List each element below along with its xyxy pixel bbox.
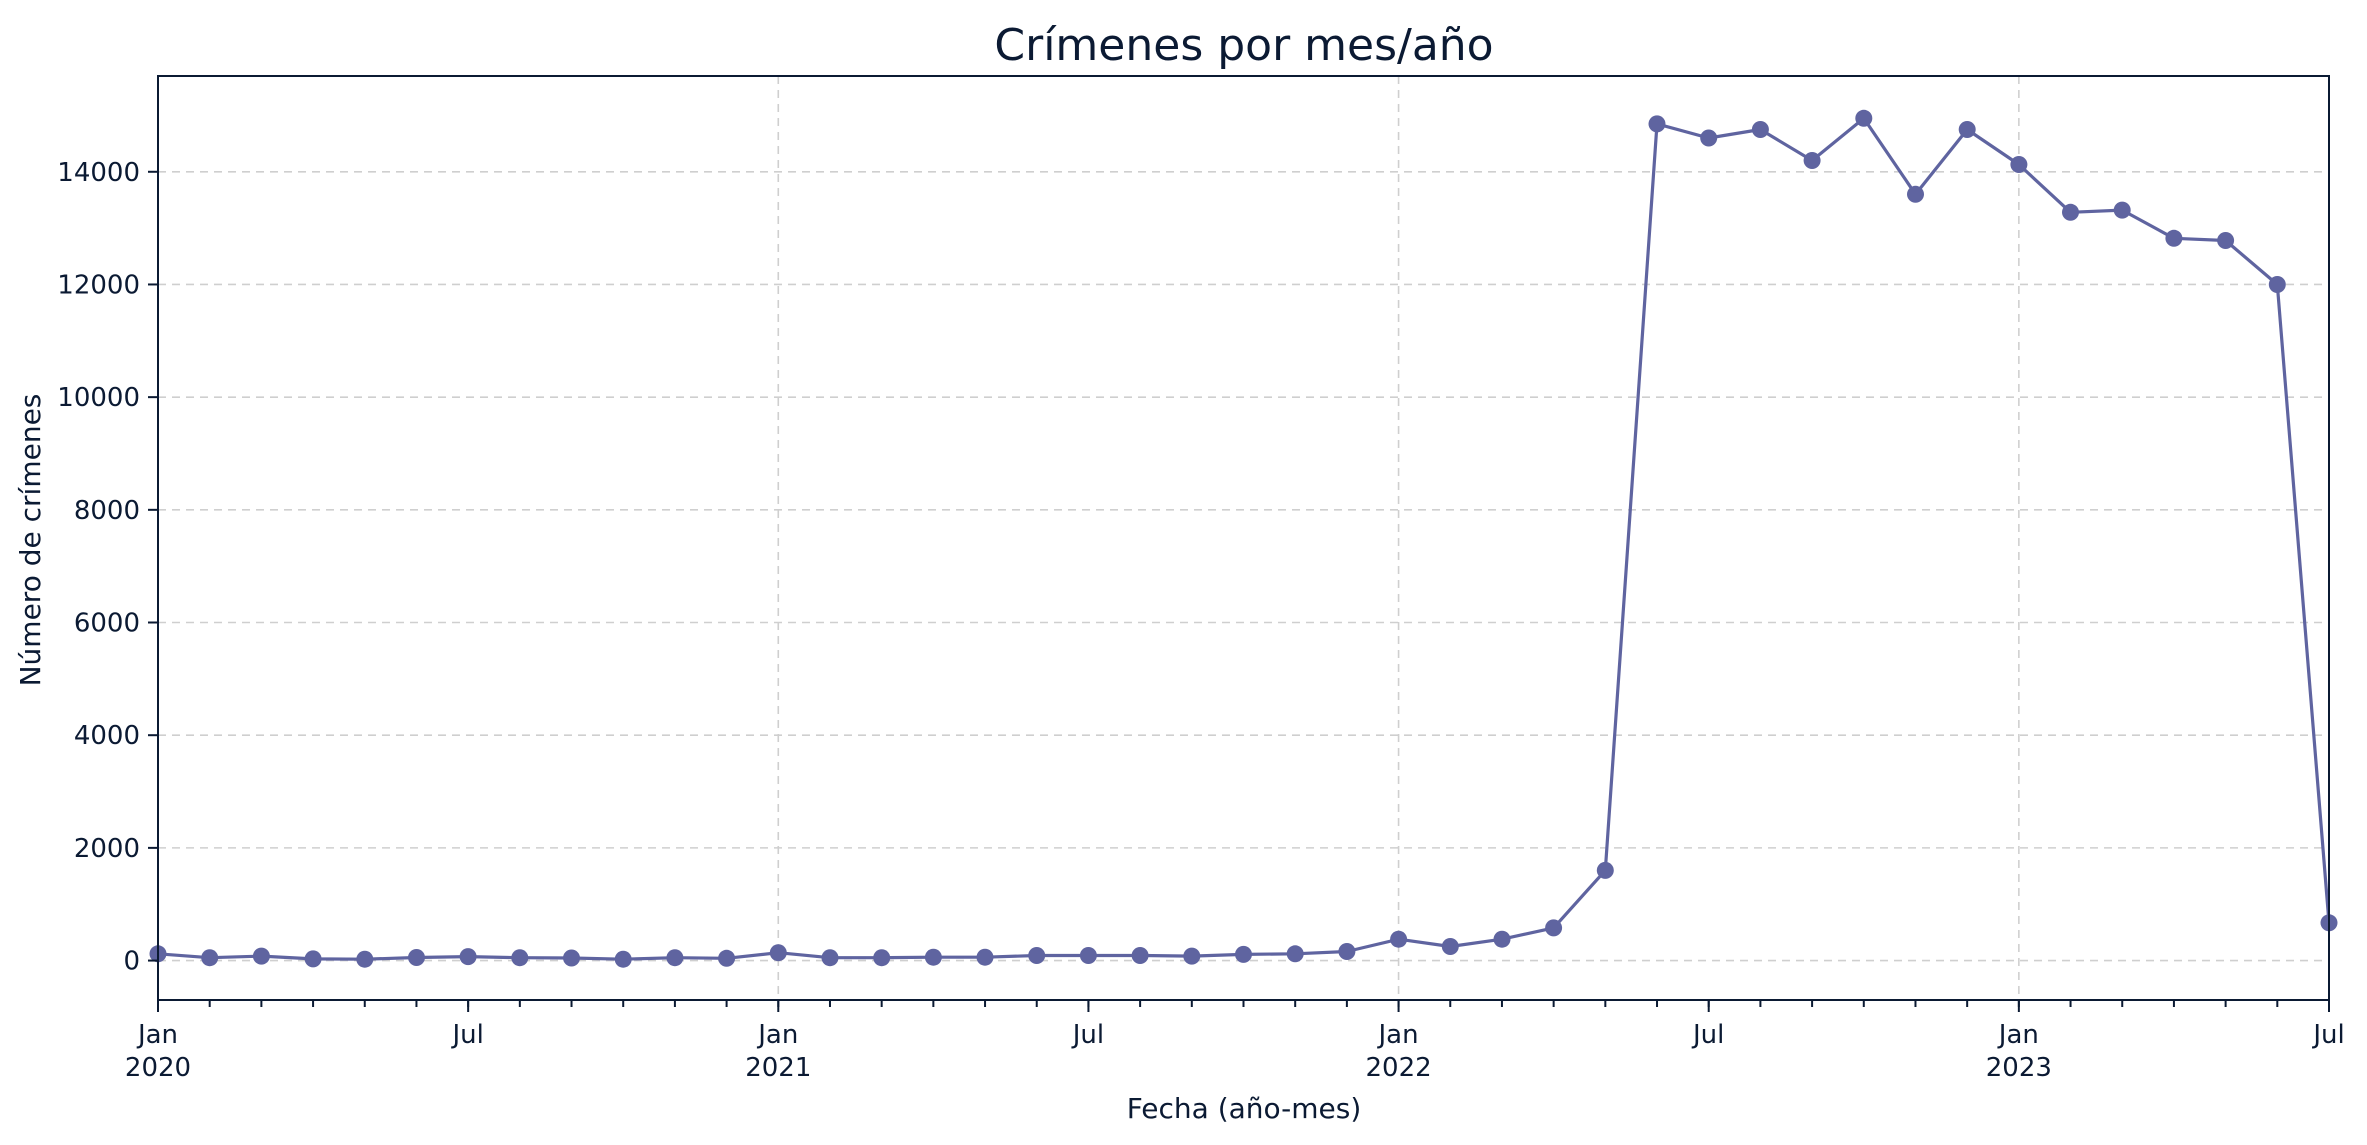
y-axis-label: Número de crímenes [14,394,47,687]
data-point [1235,945,1252,963]
y-tick-label: 4000 [74,721,140,751]
x-tick-label: Jan [136,1020,178,1050]
x-tick-year-label: 2020 [125,1053,191,1083]
data-point [511,949,529,967]
data-point [563,949,580,967]
x-tick-label: Jul [2311,1020,2344,1050]
series-line [157,116,2331,961]
data-point [2113,201,2131,219]
data-point [1079,947,1097,964]
data-point [2010,156,2028,173]
x-tick-year-label: 2022 [1365,1053,1431,1083]
series-layer [149,109,2338,968]
data-point [1493,930,1511,948]
data-point [2062,203,2079,221]
x-tick-label: Jan [1997,1020,2039,1050]
x-tick-label: Jul [1691,1020,1724,1050]
data-point [408,949,425,966]
x-tick-year-label: 2021 [745,1053,811,1083]
data-point [1545,919,1563,937]
plot-frame [157,75,2330,1001]
data-point [614,950,632,968]
chart-title: Crímenes por mes/año [994,20,1493,71]
x-tick-label: Jul [450,1020,483,1050]
data-point [873,949,891,967]
axis-ticks: 02000400060008000100001200014000Jan2020J… [57,158,2344,1083]
x-tick-label: Jan [1377,1020,1419,1050]
data-point [1028,947,1046,964]
data-point [718,949,736,967]
y-tick-label: 6000 [74,609,140,639]
data-point [1803,152,1821,169]
data-point [1958,121,1976,138]
data-point [459,948,477,966]
y-tick-label: 14000 [57,158,140,188]
y-tick-label: 10000 [57,383,140,413]
data-point [924,948,942,966]
x-tick-label: Jan [756,1020,798,1050]
data-point [821,949,839,967]
data-point [1390,930,1408,948]
data-point [1286,945,1304,963]
data-point [1596,861,1614,879]
data-point [1855,109,1873,127]
data-point [304,950,322,968]
data-point [2268,276,2286,293]
data-point [769,944,787,962]
data-point [1131,947,1149,964]
data-point [1700,129,1718,147]
data-point [201,949,219,967]
y-tick-label: 12000 [57,270,140,300]
data-point [1183,947,1201,965]
data-point [1751,121,1769,138]
data-point [2165,229,2183,247]
data-point [1338,943,1356,960]
data-point [666,949,684,967]
data-point [356,950,374,968]
grid-lines [158,76,2329,1000]
data-point [1907,185,1924,203]
y-tick-label: 0 [123,947,140,977]
y-tick-label: 2000 [74,834,140,864]
data-point [976,948,994,966]
x-tick-year-label: 2023 [1986,1053,2052,1083]
data-point [2217,232,2235,249]
data-point [1441,938,1459,955]
y-tick-label: 8000 [74,496,140,526]
data-point [1648,115,1666,133]
data-point [252,947,270,965]
x-axis-label: Fecha (año-mes) [1127,1092,1362,1125]
x-tick-label: Jul [1071,1020,1104,1050]
